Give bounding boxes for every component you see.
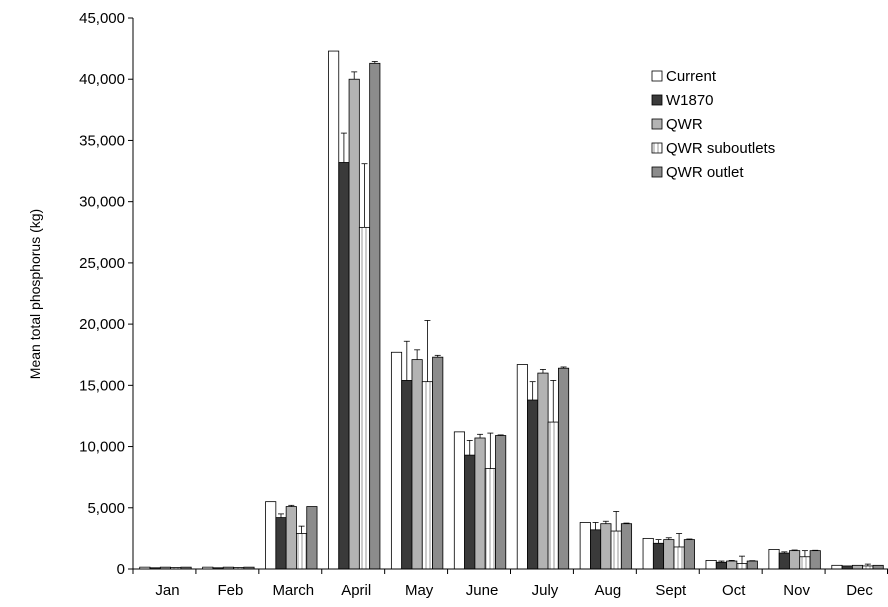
x-tick-label: Sept — [655, 582, 687, 599]
legend-swatch — [651, 70, 663, 82]
y-tick-label: 45,000 — [79, 10, 125, 27]
bar-qwr-outlet — [558, 367, 570, 570]
bar-w1870 — [715, 561, 727, 570]
bar-qwr-suboutlets — [484, 468, 496, 570]
bar-qwr-suboutlets — [610, 530, 622, 570]
bar-w1870 — [652, 542, 665, 570]
legend-label: Current — [666, 68, 717, 85]
y-tick-label: 40,000 — [79, 71, 125, 88]
bar-current — [642, 537, 654, 570]
bar-qwr-suboutlets — [296, 533, 308, 570]
bar-qwr-suboutlets — [358, 226, 371, 570]
x-tick-label: June — [466, 582, 499, 599]
bar-qwr — [411, 359, 423, 570]
bar-w1870 — [464, 454, 476, 570]
legend-swatch — [651, 94, 663, 106]
legend-swatch — [651, 166, 663, 178]
bar-w1870 — [401, 380, 413, 570]
bar-qwr-outlet — [620, 523, 633, 570]
x-tick-label: Jan — [155, 582, 179, 599]
legend: Current W1870 QWR QWR suboutlets QWR outlet — [651, 68, 775, 181]
x-tick-label: April — [341, 582, 371, 599]
bar-qwr-suboutlets — [547, 421, 559, 570]
y-tick-label: 10,000 — [79, 439, 125, 456]
legend-label: QWR — [666, 116, 703, 133]
y-tick-label: 25,000 — [79, 255, 125, 272]
legend-swatch — [651, 142, 663, 154]
legend-label: QWR suboutlets — [666, 140, 775, 157]
legend-label: QWR outlet — [666, 164, 744, 181]
legend-swatch — [651, 118, 663, 130]
bar-qwr-outlet — [306, 506, 318, 570]
x-tick-label: Oct — [722, 582, 746, 599]
y-tick-label: 0 — [117, 561, 125, 578]
bar-qwr-suboutlets — [421, 381, 433, 570]
x-tick-label: July — [532, 582, 559, 599]
bar-current — [768, 549, 780, 570]
x-tick-label: Dec — [846, 582, 873, 599]
bar-qwr-outlet — [746, 560, 758, 570]
x-tick-label: Nov — [783, 582, 810, 599]
bar-current — [265, 501, 277, 570]
bar-current — [453, 431, 465, 570]
bar-qwr — [789, 550, 801, 570]
bar-current — [516, 364, 528, 570]
x-tick-label: March — [272, 582, 314, 599]
bar-qwr-outlet — [432, 356, 444, 570]
bar-qwr — [537, 372, 549, 570]
y-tick-label: 30,000 — [79, 194, 125, 211]
bar-qwr — [726, 560, 738, 570]
y-tick-label: 35,000 — [79, 132, 125, 149]
bar-current — [831, 564, 843, 570]
bar-qwr — [600, 523, 612, 570]
bar-qwr-outlet — [809, 550, 821, 570]
y-tick-label: 5,000 — [87, 500, 125, 517]
bar-w1870 — [275, 517, 287, 570]
bar-current — [328, 50, 340, 570]
bar-qwr — [663, 539, 675, 570]
x-tick-label: Feb — [217, 582, 243, 599]
bar-w1870 — [527, 399, 539, 570]
bar-qwr — [474, 437, 486, 570]
bar-w1870 — [778, 552, 790, 570]
y-tick-label: 15,000 — [79, 377, 125, 394]
bar-current — [705, 560, 717, 570]
bar-qwr-outlet — [495, 435, 507, 570]
bar-qwr — [851, 564, 864, 570]
bar-w1870 — [590, 529, 602, 570]
x-tick-label: Aug — [595, 582, 622, 599]
bar-qwr-outlet — [872, 564, 884, 570]
bar-qwr-suboutlets — [673, 546, 685, 570]
bar-current — [390, 351, 403, 570]
legend-label: W1870 — [666, 92, 714, 109]
bar-w1870 — [338, 162, 350, 570]
y-axis-title: Mean total phosphorus (kg) — [27, 209, 43, 379]
bar-qwr-suboutlets — [736, 563, 748, 570]
bar-qwr-outlet — [683, 539, 695, 570]
bar-qwr — [285, 506, 297, 570]
bar-qwr-outlet — [369, 62, 381, 570]
bar-current — [579, 522, 591, 570]
bar-qwr-suboutlets — [799, 556, 811, 570]
x-tick-label: May — [405, 582, 434, 599]
bar-qwr — [348, 78, 360, 570]
y-tick-label: 20,000 — [79, 316, 125, 333]
